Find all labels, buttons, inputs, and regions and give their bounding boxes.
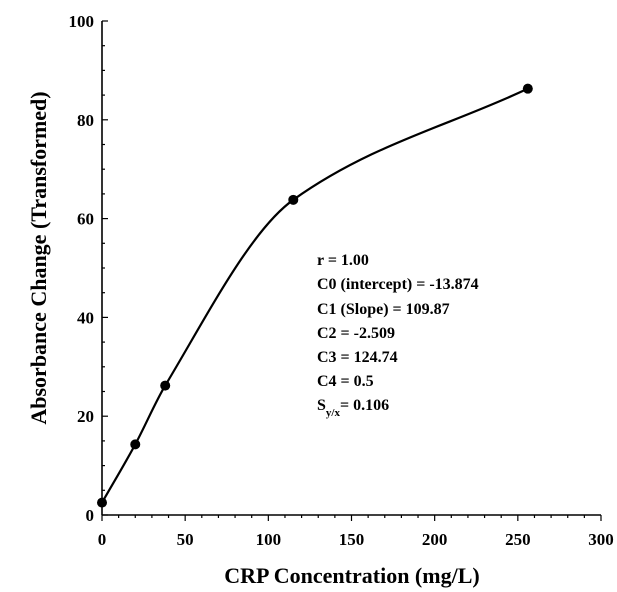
data-points-layer [97, 83, 533, 508]
x-tick-label: 50 [177, 530, 194, 549]
x-tick-label: 200 [422, 530, 448, 549]
data-point [160, 380, 171, 391]
y-tick-label: 40 [77, 308, 94, 327]
annot-syx-main: S [317, 397, 326, 414]
y-tick-label: 0 [86, 506, 95, 525]
x-tick-label: 300 [588, 530, 614, 549]
annot-syx: Sy/x= 0.106 [317, 397, 389, 419]
annot-c1: C1 (Slope) = 109.87 [317, 301, 450, 318]
data-point [288, 194, 299, 205]
annot-c0: C0 (intercept) = -13.874 [317, 276, 479, 293]
annot-c4: C4 = 0.5 [317, 373, 374, 390]
annot-c3: C3 = 124.74 [317, 349, 398, 366]
y-axis-title: Absorbance Change (Transformed) [26, 91, 51, 424]
axes [101, 20, 602, 521]
data-point [130, 439, 141, 450]
annot-syx-sub: y/x [326, 407, 341, 419]
annot-syx-value: = 0.106 [340, 397, 389, 414]
y-tick-label: 60 [77, 210, 94, 229]
x-tick-label: 150 [339, 530, 365, 549]
x-tick-label: 250 [505, 530, 531, 549]
fit-curve [101, 87, 529, 504]
data-point [522, 83, 533, 94]
x-axis-title: CRP Concentration (mg/L) [224, 563, 479, 588]
annot-c2: C2 = -2.509 [317, 325, 395, 342]
fit-statistics-annotation: r = 1.00 C0 (intercept) = -13.874 C1 (Sl… [317, 252, 479, 419]
fit-curve-layer [101, 87, 529, 504]
data-point [97, 497, 107, 508]
annot-r: r = 1.00 [317, 252, 369, 269]
x-tick-label: 0 [98, 530, 107, 549]
tick-labels: 0 50 100 150 200 250 300 0 20 40 60 80 100 [69, 12, 614, 549]
y-tick-label: 20 [77, 407, 94, 426]
y-tick-label: 100 [69, 12, 95, 31]
x-tick-label: 100 [256, 530, 282, 549]
y-tick-label: 80 [77, 111, 94, 130]
